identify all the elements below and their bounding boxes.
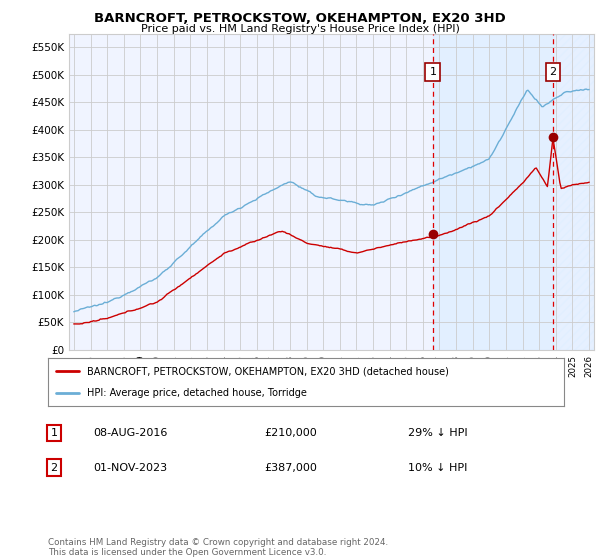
Bar bbox=[433, 34, 553, 350]
Text: BARNCROFT, PETROCKSTOW, OKEHAMPTON, EX20 3HD (detached house): BARNCROFT, PETROCKSTOW, OKEHAMPTON, EX20… bbox=[86, 366, 449, 376]
Text: Price paid vs. HM Land Registry's House Price Index (HPI): Price paid vs. HM Land Registry's House … bbox=[140, 24, 460, 34]
Text: 1: 1 bbox=[430, 67, 436, 77]
Text: £210,000: £210,000 bbox=[264, 428, 317, 438]
Text: HPI: Average price, detached house, Torridge: HPI: Average price, detached house, Torr… bbox=[86, 388, 307, 398]
Text: 1: 1 bbox=[50, 428, 58, 438]
Text: 29% ↓ HPI: 29% ↓ HPI bbox=[408, 428, 467, 438]
Text: 2: 2 bbox=[50, 463, 58, 473]
Text: 01-NOV-2023: 01-NOV-2023 bbox=[93, 463, 167, 473]
Text: Contains HM Land Registry data © Crown copyright and database right 2024.
This d: Contains HM Land Registry data © Crown c… bbox=[48, 538, 388, 557]
Text: 2: 2 bbox=[550, 67, 557, 77]
Bar bbox=[553, 34, 598, 350]
Text: £387,000: £387,000 bbox=[264, 463, 317, 473]
Text: BARNCROFT, PETROCKSTOW, OKEHAMPTON, EX20 3HD: BARNCROFT, PETROCKSTOW, OKEHAMPTON, EX20… bbox=[94, 12, 506, 25]
Text: 08-AUG-2016: 08-AUG-2016 bbox=[93, 428, 167, 438]
Text: 10% ↓ HPI: 10% ↓ HPI bbox=[408, 463, 467, 473]
